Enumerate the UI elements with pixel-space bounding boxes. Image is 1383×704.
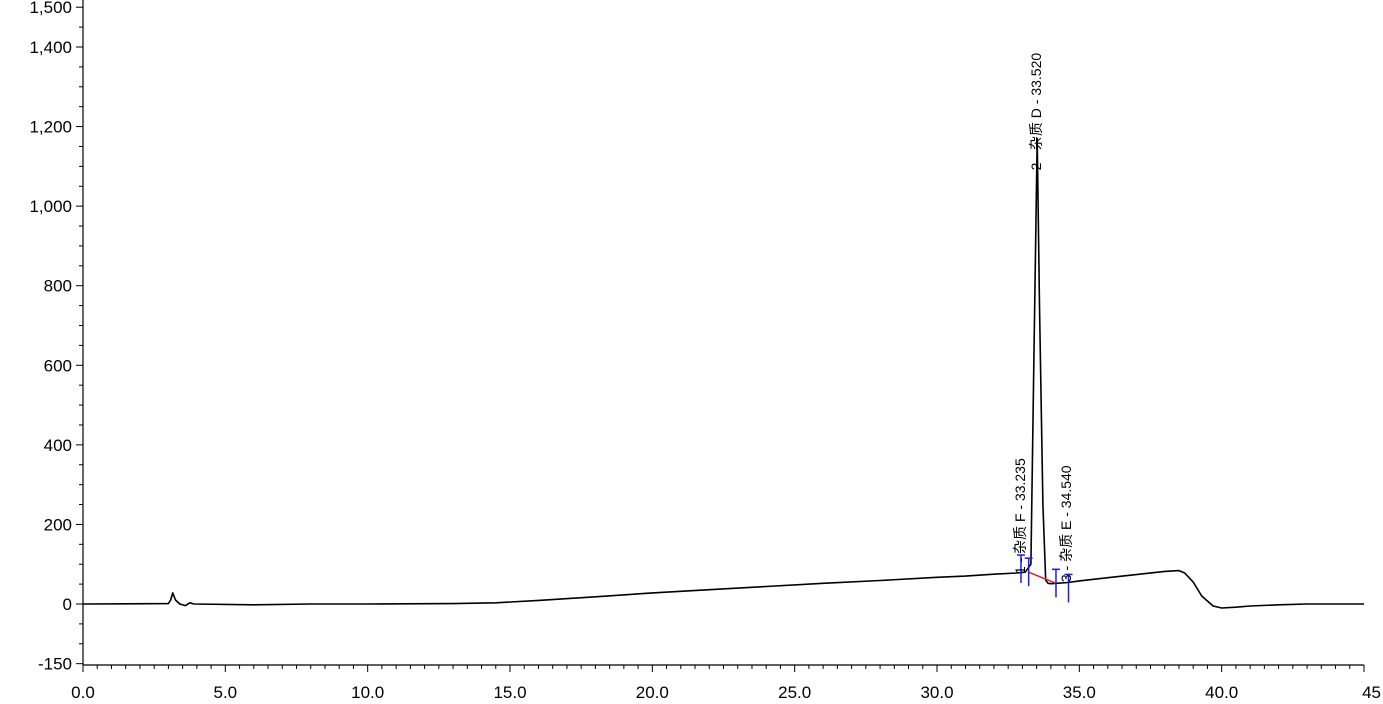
x-tick-label: 40.0 [1205, 683, 1238, 702]
y-tick-label: 600 [44, 356, 72, 375]
x-tick-label: 30.0 [920, 683, 953, 702]
x-tick-label: 0.0 [71, 683, 95, 702]
plot-area [82, 137, 1364, 609]
x-tick-label: 45 [1362, 683, 1381, 702]
x-tick-label: 5.0 [214, 683, 238, 702]
integration-baseline [1028, 571, 1057, 585]
y-axis-ticks: -150 0 200 400 600 800 1,000 1,200 1,400 1,500 [29, 0, 83, 674]
x-tick-label: 25.0 [778, 683, 811, 702]
y-tick-label: 0 [63, 595, 72, 614]
peak-label: 1 - 杂质 F - 33.235 [1012, 458, 1028, 574]
axes [82, 0, 1364, 666]
y-tick-label: 800 [44, 277, 72, 296]
peak-label: 2 - 杂质 D - 33.520 [1028, 53, 1044, 171]
x-tick-label: 15.0 [493, 683, 526, 702]
y-tick-label: 400 [44, 436, 72, 455]
x-axis-ticks: 0.0 5.0 10.0 15.0 20.0 25.0 30.0 35.0 40.0 45 [71, 665, 1381, 702]
peak-label: 3 - 杂质 E - 34.540 [1058, 465, 1074, 582]
x-tick-label: 20.0 [636, 683, 669, 702]
x-tick-label: 35.0 [1063, 683, 1096, 702]
y-tick-label: 1,500 [29, 0, 72, 17]
y-tick-label: 1,000 [29, 197, 72, 216]
peak-labels: 1 - 杂质 F - 33.235 2 - 杂质 D - 33.520 3 - 杂质… [1012, 53, 1074, 582]
y-tick-label: 1,400 [29, 38, 72, 57]
y-tick-label: 200 [44, 515, 72, 534]
x-tick-label: 10.0 [351, 683, 384, 702]
y-tick-label: -150 [38, 655, 72, 674]
chromatogram-trace [82, 137, 1364, 609]
y-tick-label: 1,200 [29, 118, 72, 137]
